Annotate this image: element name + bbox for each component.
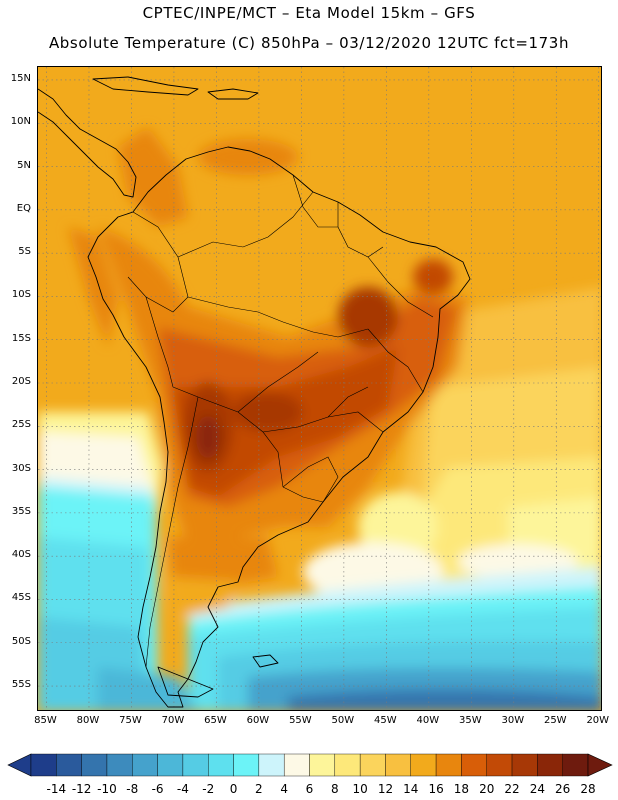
temperature-map <box>38 67 601 710</box>
latitude-label: 15S <box>11 332 31 344</box>
longitude-label: 40W <box>416 715 440 726</box>
color-scale-swatch <box>132 753 158 777</box>
color-scale-swatch <box>359 753 386 777</box>
color-scale-label: -4 <box>176 782 189 796</box>
color-scale-min-arrow <box>7 753 32 777</box>
color-scale-label: 6 <box>305 782 314 796</box>
color-scale-label: 24 <box>529 782 545 796</box>
map-title-line1: CPTEC/INPE/MCT – Eta Model 15km – GFS <box>142 4 476 22</box>
color-scale-label: 18 <box>453 782 470 796</box>
latitude-label: 55S <box>11 679 31 691</box>
latitude-label: 5N <box>17 159 31 171</box>
color-scale-label: -12 <box>71 782 92 796</box>
color-scale-label: 2 <box>255 782 263 796</box>
hispaniola-coastline <box>207 88 259 100</box>
color-scale-label: -2 <box>202 782 215 796</box>
color-scale-swatch <box>56 753 82 777</box>
longitude-label: 70W <box>161 715 185 726</box>
longitude-label: 45W <box>374 715 397 726</box>
color-scale-swatch <box>461 753 487 777</box>
color-scale-label: -8 <box>126 782 139 796</box>
longitude-label: 25W <box>543 715 567 726</box>
latitude-label: 35S <box>11 505 31 517</box>
color-scale-swatch <box>81 753 108 777</box>
color-scale-swatch <box>258 753 285 777</box>
color-scale-swatch <box>511 753 538 777</box>
latitude-label: 45S <box>11 592 31 604</box>
color-scale-label: 28 <box>580 782 596 796</box>
longitude-label: 60W <box>246 715 270 726</box>
latitude-label: 20S <box>11 376 31 387</box>
color-scale-swatch <box>562 753 589 777</box>
longitude-label: 35W <box>458 715 482 726</box>
color-scale-swatch <box>208 753 234 777</box>
map-title-line2: Absolute Temperature (C) 850hPa – 03/12/… <box>48 34 570 52</box>
longitude-label: 85W <box>34 715 57 726</box>
color-scale-label: 4 <box>280 782 288 796</box>
color-scale-swatch <box>182 753 209 777</box>
latitude-label: 15N <box>10 72 31 84</box>
color-scale-swatch <box>435 753 462 777</box>
longitude-label: 50W <box>331 715 355 726</box>
color-scale-swatch <box>30 753 57 777</box>
cuba-coastline <box>92 76 199 96</box>
color-scale-swatch <box>537 753 563 777</box>
color-scale-label: 0 <box>229 782 238 796</box>
color-scale-label: 22 <box>504 782 520 796</box>
color-scale-label: -14 <box>46 782 67 796</box>
latitude-label: 10N <box>10 116 31 128</box>
map-panel[interactable] <box>37 66 602 711</box>
color-scale-label: 20 <box>479 782 495 796</box>
color-scale-label: 10 <box>352 782 368 796</box>
color-scale-swatch <box>410 753 437 777</box>
color-scale-label: -10 <box>97 782 117 796</box>
color-scale-swatch <box>309 753 336 777</box>
color-scale-swatch <box>334 753 361 777</box>
latitude-label: 25S <box>11 419 31 431</box>
latitude-label: 5S <box>18 246 31 258</box>
color-scale-label: 8 <box>330 782 339 796</box>
latitude-label: 30S <box>11 462 31 474</box>
longitude-label: 75W <box>119 715 142 726</box>
color-scale-max-arrow <box>587 753 613 777</box>
color-scale-label: 14 <box>403 782 419 796</box>
color-scale-swatch <box>157 753 184 777</box>
color-scale-swatch <box>486 753 513 777</box>
latitude-label: 50S <box>11 635 31 647</box>
color-scale-label: 26 <box>555 782 571 796</box>
color-scale <box>7 753 613 777</box>
longitude-label: 30W <box>501 715 525 726</box>
longitude-label: 80W <box>76 715 100 726</box>
temperature-field <box>38 127 601 710</box>
color-scale-label: 12 <box>377 782 394 796</box>
color-scale-swatch <box>233 753 260 777</box>
tierra-del-fuego-coastline <box>157 666 214 698</box>
longitude-label: 55W <box>289 715 312 726</box>
latitude-label: EQ <box>16 202 31 214</box>
color-scale-swatch <box>106 753 133 777</box>
latitude-label: 40S <box>11 549 31 561</box>
country-borders <box>127 174 434 668</box>
color-scale-label: 16 <box>428 782 444 796</box>
central-america-coastline <box>38 88 137 198</box>
falklands-coastline <box>252 654 279 668</box>
color-scale-label: -6 <box>151 782 164 796</box>
color-scale-swatch <box>385 753 411 777</box>
color-scale-swatch <box>283 753 310 777</box>
longitude-label: 20W <box>586 715 610 726</box>
latitude-label: 10S <box>11 289 31 301</box>
longitude-label: 65W <box>204 715 227 726</box>
